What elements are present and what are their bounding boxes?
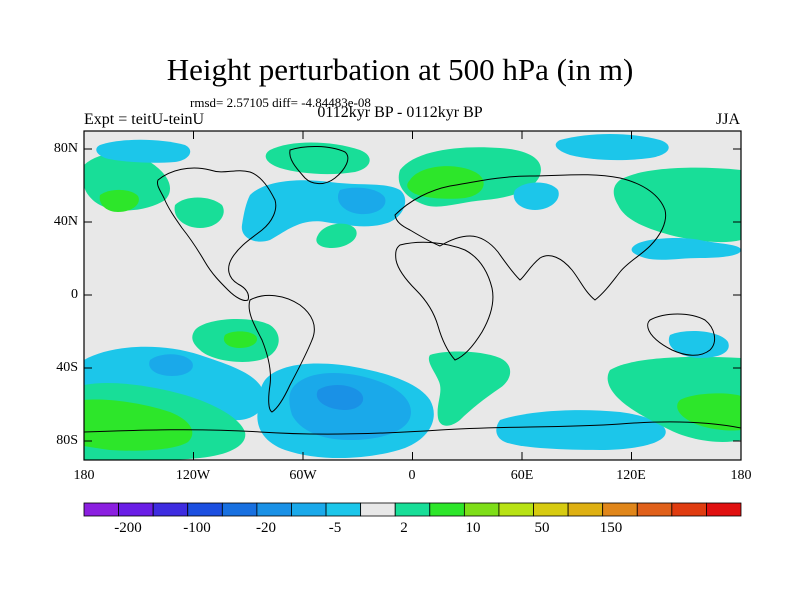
colorbar-label-2: 2 (400, 520, 408, 536)
colorbar-box (152, 502, 189, 517)
contour-neg-na-atlantic-core (337, 187, 386, 215)
lat-label-80n: 80N (53, 141, 78, 156)
contour-neg-south-indian (496, 410, 666, 450)
contour-neg-arctic-west (96, 139, 191, 163)
lat-label-0: 0 (71, 287, 78, 302)
colorbar-box (533, 502, 569, 517)
lat-tick-marks (84, 148, 741, 442)
colorbar-label-neg100: -100 (183, 520, 211, 536)
coastline-layer (84, 146, 741, 435)
colorbar-label-neg20: -20 (256, 520, 276, 536)
contour-pos-npac-west-core (99, 189, 139, 212)
colorbar-box (567, 502, 604, 517)
coastline-antarctica (84, 421, 741, 435)
colorbar-box (256, 502, 292, 517)
lat-label-40n: 40N (53, 214, 78, 229)
lon-label-120w: 120W (175, 468, 211, 483)
coastline-south-america (248, 294, 315, 413)
colorbar-box (221, 502, 258, 517)
lon-label-180e: 180 (730, 468, 752, 483)
colorbar-box (187, 502, 223, 517)
lon-label-120e: 120E (616, 468, 646, 483)
colorbar-box (360, 502, 396, 517)
plot-title: Height perturbation at 500 hPa (in m) (166, 52, 634, 87)
period-label: 0112kyr BP - 0112kyr BP (317, 104, 483, 121)
contour-pos-asia (613, 167, 741, 243)
colorbar-box (498, 502, 534, 517)
contour-neg-south-atlantic-core (316, 384, 364, 410)
coastline-greenland (289, 146, 349, 185)
colorbar-box (636, 502, 673, 517)
colorbar (83, 502, 742, 517)
coastline-north-america (157, 167, 277, 301)
colorbar-box (429, 502, 465, 517)
lon-label-60w: 60W (289, 468, 317, 483)
lon-label-180w: 180 (73, 468, 95, 483)
colorbar-box (394, 502, 431, 517)
colorbar-box (83, 502, 119, 517)
contour-pos-europe-core (407, 166, 484, 199)
contour-fill-layer (84, 134, 741, 460)
lat-label-40s: 40S (56, 360, 78, 375)
contour-neg-asia-pacific (631, 237, 741, 260)
colorbar-box (706, 502, 742, 517)
contour-neg-eurasia-small (513, 182, 559, 210)
experiment-label: Expt = teitU-teinU (84, 111, 205, 128)
stats-label: rmsd= 2.57105 diff= -4.84483e-08 (190, 95, 371, 110)
colorbar-box (325, 502, 362, 517)
coastline-australia (647, 313, 716, 356)
coastline-eurasia (394, 174, 667, 301)
contour-pos-arctic-na (265, 142, 370, 175)
colorbar-label-50: 50 (534, 520, 550, 536)
lon-tick-marks (83, 131, 742, 460)
contour-neg-arctic-east (555, 134, 669, 161)
colorbar-label-150: 150 (599, 520, 623, 536)
contour-neg-spac-core (149, 354, 193, 376)
colorbar-label-neg200: -200 (114, 520, 142, 536)
colorbar-box (671, 502, 707, 517)
contour-pos-spac-core (223, 331, 258, 348)
lon-label-60e: 60E (510, 468, 534, 483)
contour-pos-npac-mid (174, 197, 224, 228)
contour-pos-south-indian-core (677, 393, 741, 431)
lat-label-80s: 80S (56, 433, 78, 448)
contour-pos-atlantic-small (316, 223, 357, 248)
coastline-africa (395, 241, 494, 361)
colorbar-box (291, 502, 327, 517)
colorbar-box (602, 502, 638, 517)
colorbar-box (118, 502, 154, 517)
contour-pos-sh-west-core (84, 399, 193, 451)
colorbar-box (463, 502, 500, 517)
season-label: JJA (715, 111, 740, 128)
colorbar-label-neg5: -5 (328, 520, 342, 536)
lon-label-0: 0 (408, 468, 416, 483)
colorbar-label-10: 10 (465, 520, 481, 536)
contour-neg-australia-east (668, 330, 729, 358)
contour-pos-south-africa (428, 351, 511, 426)
